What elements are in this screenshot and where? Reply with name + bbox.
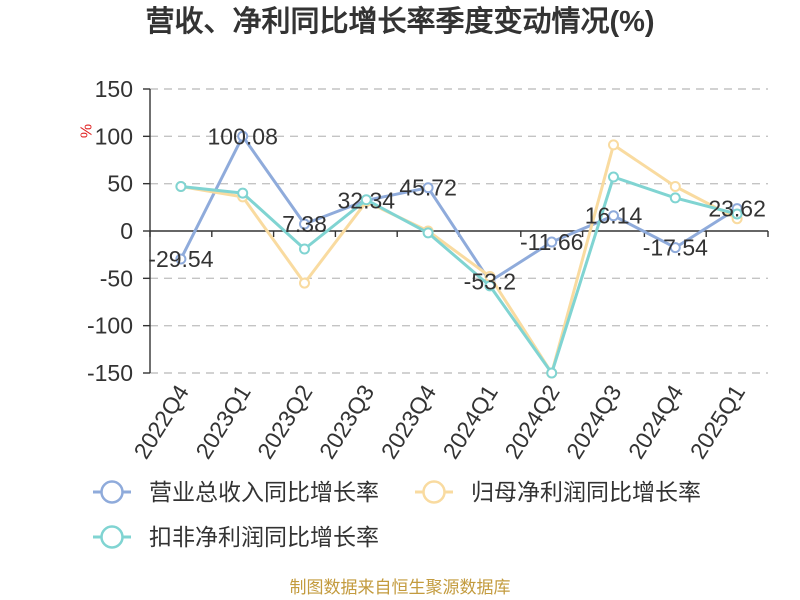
data-point (175, 181, 187, 193)
legend-label: 扣非净利润同比增长率 (149, 524, 379, 550)
data-point (175, 253, 187, 265)
data-point (546, 367, 558, 379)
y-tick-label: 50 (107, 171, 133, 197)
legend-item-deducted-profit-growth[interactable]: 扣非净利润同比增长率 (93, 523, 379, 551)
y-tick-label: -100 (87, 313, 133, 339)
legend-marker-icon (93, 525, 131, 549)
data-point (669, 181, 681, 193)
legend-circle (100, 480, 124, 504)
legend-label: 营业总收入同比增长率 (149, 479, 379, 505)
data-label: 32.34 (338, 187, 396, 213)
series-line (179, 134, 739, 283)
legend-item-revenue-growth[interactable]: 营业总收入同比增长率 (93, 478, 379, 506)
data-label: -11.66 (520, 229, 584, 255)
y-axis-label: % (79, 124, 96, 138)
data-label: 100.08 (208, 123, 278, 149)
data-point (669, 192, 681, 204)
data-point (731, 208, 743, 220)
series-line (179, 143, 739, 375)
data-label: 23.62 (708, 196, 766, 222)
data-label: 45.72 (399, 175, 457, 201)
data-point (669, 242, 681, 254)
y-tick-label: -50 (100, 265, 133, 291)
y-tick-label: -150 (87, 360, 133, 386)
x-tick-label: 2022Q4 (128, 380, 194, 463)
data-label: 7.38 (282, 211, 327, 237)
data-label: 16.14 (585, 203, 643, 229)
x-tick-label: 2023Q4 (376, 380, 442, 463)
series-3 (175, 171, 743, 379)
gridlines (150, 88, 768, 374)
legend-item-net-profit-growth[interactable]: 归母净利润同比增长率 (415, 478, 701, 506)
x-tick-label: 2023Q3 (314, 380, 379, 463)
legend-label: 归母净利润同比增长率 (471, 479, 701, 505)
legend-circle (422, 480, 446, 504)
data-point (546, 236, 558, 248)
data-point (237, 187, 249, 199)
x-tick-label: 2023Q2 (252, 380, 317, 463)
series-lines (175, 130, 743, 379)
x-tick-label: 2024Q1 (437, 380, 502, 463)
series-line (179, 175, 739, 375)
data-point (422, 227, 434, 239)
data-point (484, 280, 496, 292)
x-tick-label: 2023Q1 (190, 380, 255, 463)
y-tick-label: 150 (95, 76, 133, 102)
y-tick-label: 100 (95, 123, 133, 149)
x-tick-label: 2024Q2 (499, 380, 564, 463)
data-point (608, 171, 619, 183)
data-point (360, 194, 372, 206)
data-label: -53.2 (464, 268, 516, 294)
legend-marker-icon (415, 480, 453, 504)
source-note: 制图数据来自恒生聚源数据库 (289, 578, 511, 597)
data-labels: -29.54 100.08 7.38 32.34 45.72 -53.2-11.6616.… (148, 123, 766, 294)
data-point (608, 139, 619, 151)
data-point (237, 130, 249, 142)
data-point (608, 210, 619, 222)
x-tick-label: 2024Q3 (561, 380, 626, 463)
legend: 营业总收入同比增长率 归母净利润同比增长率 扣非净利润同比增长率 (93, 478, 733, 552)
x-tick-label: 2024Q4 (623, 380, 689, 463)
data-label: -17.54 (643, 235, 708, 261)
data-point (299, 218, 310, 230)
x-tick-label: 2025Q1 (685, 380, 750, 463)
y-tick-label: 0 (120, 218, 133, 244)
data-label: -29.54 (148, 246, 213, 272)
data-point (299, 277, 310, 289)
legend-marker-icon (93, 480, 131, 504)
data-point (299, 243, 310, 255)
data-point (422, 182, 434, 194)
chart-title: 营收、净利同比增长率季度变动情况(%) (145, 6, 655, 38)
legend-circle (100, 525, 124, 549)
